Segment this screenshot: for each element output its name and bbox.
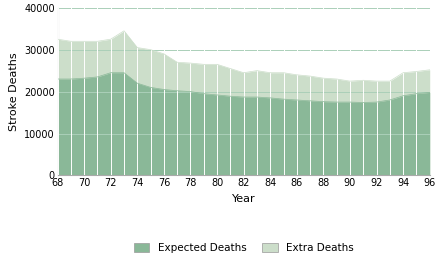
Legend: Expected Deaths, Extra Deaths: Expected Deaths, Extra Deaths bbox=[129, 239, 358, 257]
Y-axis label: Stroke Deaths: Stroke Deaths bbox=[8, 52, 19, 131]
X-axis label: Year: Year bbox=[232, 194, 256, 204]
